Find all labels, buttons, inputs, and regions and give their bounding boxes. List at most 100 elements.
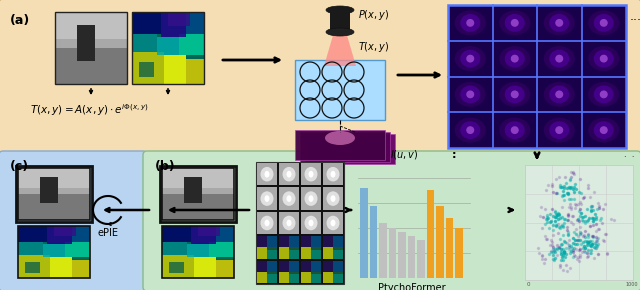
Bar [323, 261, 343, 283]
Bar [323, 272, 333, 283]
Bar [18, 242, 44, 255]
Ellipse shape [264, 171, 269, 177]
Ellipse shape [460, 14, 480, 32]
Bar [311, 250, 321, 259]
Text: 0: 0 [527, 282, 531, 287]
Bar [54, 226, 76, 236]
Ellipse shape [308, 195, 314, 202]
Ellipse shape [499, 82, 531, 107]
Bar [186, 12, 204, 34]
Ellipse shape [556, 19, 563, 27]
Ellipse shape [282, 191, 296, 206]
Bar [257, 236, 277, 259]
Ellipse shape [282, 216, 296, 230]
Bar [279, 247, 289, 259]
Bar [379, 223, 387, 278]
Bar [257, 261, 267, 272]
Bar [257, 261, 277, 283]
Bar [16, 166, 92, 222]
Ellipse shape [305, 216, 317, 230]
Bar [267, 236, 277, 247]
Ellipse shape [549, 86, 569, 103]
Ellipse shape [282, 167, 296, 182]
Text: :: : [452, 150, 456, 160]
Ellipse shape [549, 121, 569, 139]
Bar [191, 226, 216, 244]
Bar [323, 187, 343, 210]
Ellipse shape [467, 19, 474, 27]
Ellipse shape [454, 46, 486, 71]
Bar [289, 274, 299, 283]
Ellipse shape [460, 50, 480, 68]
Ellipse shape [600, 55, 608, 63]
Ellipse shape [460, 121, 480, 139]
Text: $T(x,y)$: $T(x,y)$ [358, 40, 389, 54]
Ellipse shape [326, 6, 354, 14]
Bar [323, 261, 333, 272]
Bar [195, 257, 216, 278]
Ellipse shape [594, 121, 614, 139]
Ellipse shape [287, 171, 291, 177]
Bar [360, 188, 367, 278]
FancyBboxPatch shape [143, 151, 640, 290]
Ellipse shape [454, 10, 486, 35]
Bar [257, 247, 267, 259]
Bar [55, 12, 127, 84]
Bar [18, 188, 90, 194]
Bar [408, 236, 415, 278]
Bar [209, 242, 234, 257]
Bar [132, 12, 161, 34]
Bar [301, 247, 311, 259]
Bar [162, 255, 195, 278]
Bar [18, 226, 47, 242]
Bar [267, 250, 277, 259]
FancyBboxPatch shape [0, 0, 640, 155]
Bar [162, 226, 191, 242]
Bar [18, 226, 90, 278]
Ellipse shape [543, 82, 575, 107]
Ellipse shape [543, 10, 575, 35]
Text: PtychoFormer: PtychoFormer [378, 283, 446, 290]
Ellipse shape [511, 55, 519, 63]
Bar [132, 34, 157, 52]
Ellipse shape [594, 86, 614, 103]
Polygon shape [324, 32, 356, 66]
Ellipse shape [287, 195, 291, 202]
FancyBboxPatch shape [295, 60, 385, 120]
Bar [267, 261, 277, 272]
Ellipse shape [505, 50, 525, 68]
Ellipse shape [330, 220, 335, 226]
Bar [301, 236, 321, 259]
Ellipse shape [588, 10, 620, 35]
Ellipse shape [467, 90, 474, 98]
Bar [164, 55, 186, 84]
Text: (a): (a) [10, 14, 30, 27]
Bar [162, 226, 234, 278]
Ellipse shape [460, 86, 480, 103]
Bar [289, 250, 299, 259]
Bar [160, 166, 236, 222]
Bar [44, 244, 65, 257]
Bar [417, 240, 424, 278]
Ellipse shape [305, 167, 317, 182]
Ellipse shape [511, 19, 519, 27]
Ellipse shape [499, 46, 531, 71]
Bar [55, 12, 127, 44]
Text: (c): (c) [10, 160, 29, 173]
Ellipse shape [308, 171, 314, 177]
Bar [279, 212, 299, 234]
Ellipse shape [264, 220, 269, 226]
FancyBboxPatch shape [295, 130, 385, 160]
Bar [323, 212, 343, 234]
Ellipse shape [264, 195, 269, 202]
Bar [323, 247, 333, 259]
Bar [162, 191, 234, 220]
Polygon shape [184, 177, 202, 203]
Bar [279, 236, 299, 259]
Bar [448, 5, 626, 148]
Bar [301, 187, 321, 210]
Ellipse shape [330, 171, 335, 177]
Bar [330, 10, 350, 32]
Bar [333, 261, 343, 272]
Bar [18, 191, 90, 220]
